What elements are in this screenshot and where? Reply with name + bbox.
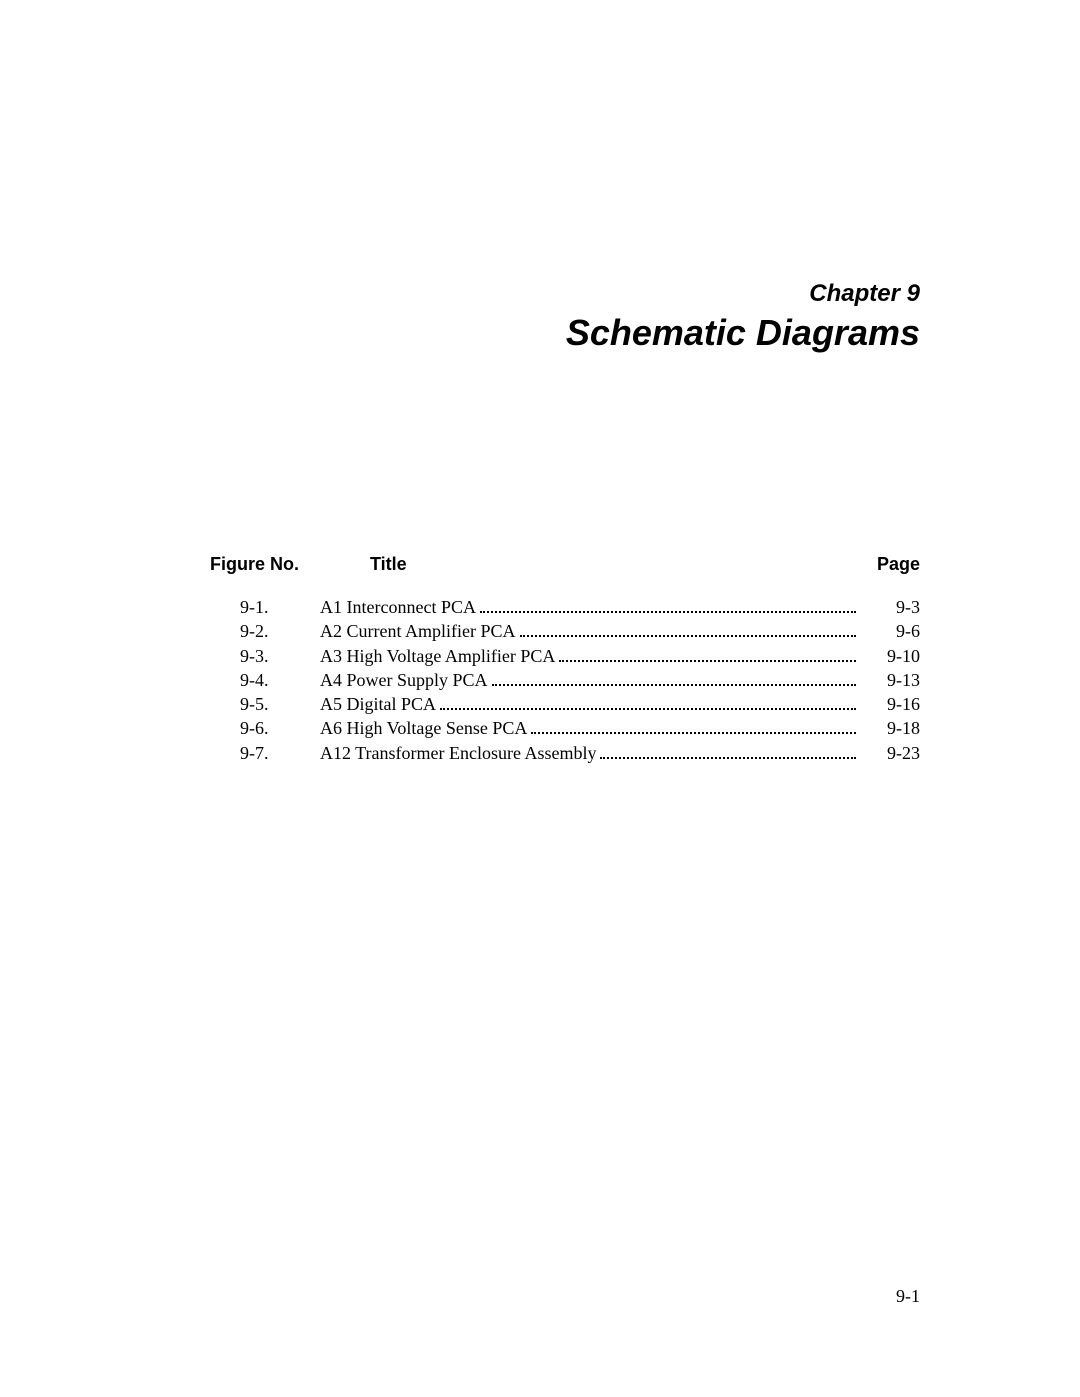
toc-row: 9-3.A3 High Voltage Amplifier PCA 9-10 <box>210 644 920 668</box>
entry-page: 9-6 <box>860 619 920 643</box>
title-cell: A12 Transformer Enclosure Assembly <box>320 741 860 765</box>
entry-page: 9-10 <box>860 644 920 668</box>
entry-page: 9-16 <box>860 692 920 716</box>
entry-title: A5 Digital PCA <box>320 692 436 716</box>
chapter-title: Schematic Diagrams <box>210 312 920 354</box>
leader-dots <box>440 708 856 710</box>
title-cell: A2 Current Amplifier PCA <box>320 619 860 643</box>
header-title: Title <box>370 554 840 575</box>
leader-dots <box>480 611 856 613</box>
entry-title: A1 Interconnect PCA <box>320 595 476 619</box>
figure-number: 9-2. <box>210 619 320 643</box>
leader-dots <box>559 660 856 662</box>
toc-row: 9-2.A2 Current Amplifier PCA 9-6 <box>210 619 920 643</box>
page-container: Chapter 9 Schematic Diagrams Figure No. … <box>0 0 1080 765</box>
figure-number: 9-3. <box>210 644 320 668</box>
toc-row: 9-6.A6 High Voltage Sense PCA 9-18 <box>210 716 920 740</box>
header-page: Page <box>840 554 920 575</box>
toc-row: 9-7.A12 Transformer Enclosure Assembly 9-… <box>210 741 920 765</box>
leader-dots <box>600 757 856 759</box>
title-cell: A5 Digital PCA <box>320 692 860 716</box>
entry-page: 9-3 <box>860 595 920 619</box>
figure-number: 9-7. <box>210 741 320 765</box>
chapter-label: Chapter 9 <box>210 280 920 308</box>
title-cell: A1 Interconnect PCA <box>320 595 860 619</box>
entry-page: 9-13 <box>860 668 920 692</box>
toc-row: 9-1.A1 Interconnect PCA 9-3 <box>210 595 920 619</box>
entry-title: A6 High Voltage Sense PCA <box>320 716 527 740</box>
entry-page: 9-23 <box>860 741 920 765</box>
figure-number: 9-6. <box>210 716 320 740</box>
footer-page-number: 9-1 <box>896 1286 920 1307</box>
header-figure-no: Figure No. <box>210 554 370 575</box>
title-cell: A3 High Voltage Amplifier PCA <box>320 644 860 668</box>
toc-list: 9-1.A1 Interconnect PCA9-39-2.A2 Current… <box>210 595 920 765</box>
figure-number: 9-4. <box>210 668 320 692</box>
toc-header-row: Figure No. Title Page <box>210 554 920 575</box>
title-cell: A6 High Voltage Sense PCA <box>320 716 860 740</box>
entry-title: A2 Current Amplifier PCA <box>320 619 516 643</box>
toc-row: 9-4.A4 Power Supply PCA 9-13 <box>210 668 920 692</box>
figure-number: 9-5. <box>210 692 320 716</box>
entry-title: A3 High Voltage Amplifier PCA <box>320 644 555 668</box>
figure-number: 9-1. <box>210 595 320 619</box>
title-cell: A4 Power Supply PCA <box>320 668 860 692</box>
leader-dots <box>531 732 856 734</box>
leader-dots <box>492 684 856 686</box>
entry-title: A12 Transformer Enclosure Assembly <box>320 741 596 765</box>
toc-row: 9-5.A5 Digital PCA 9-16 <box>210 692 920 716</box>
entry-title: A4 Power Supply PCA <box>320 668 488 692</box>
entry-page: 9-18 <box>860 716 920 740</box>
leader-dots <box>520 635 857 637</box>
